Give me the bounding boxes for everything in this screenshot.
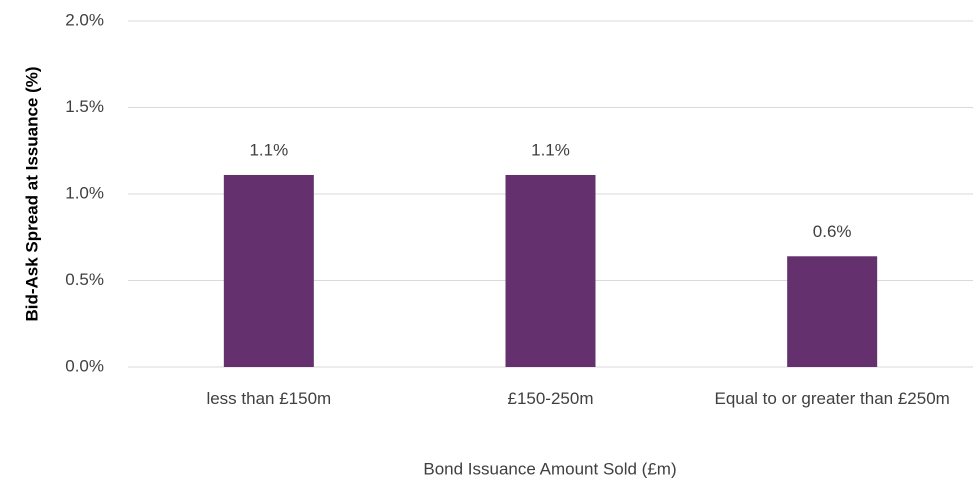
x-tick-label: £150-250m: [507, 389, 594, 408]
x-tick-label-box: Equal to or greater than £250m: [714, 389, 950, 408]
data-label: 1.1%: [249, 140, 288, 159]
x-tick-label: Equal to or greater than £250m: [714, 389, 950, 408]
bar: [787, 256, 878, 367]
y-tick-label: 2.0%: [65, 10, 104, 29]
y-tick-label: 1.5%: [65, 97, 104, 116]
y-axis-title: Bid-Ask Spread at Issuance (%): [22, 66, 41, 321]
bar: [223, 174, 314, 367]
y-tick-label: 0.5%: [65, 270, 104, 289]
data-label: 1.1%: [531, 140, 570, 159]
x-tick-label-box: less than £150m: [206, 389, 332, 408]
y-tick-label: 1.0%: [65, 183, 104, 202]
data-label: 0.6%: [813, 222, 852, 241]
y-tick-label: 0.0%: [65, 356, 104, 375]
x-tick-label: less than £150m: [206, 389, 332, 408]
x-tick-label-box: £150-250m: [507, 389, 594, 408]
x-axis-title: Bond Issuance Amount Sold (£m): [423, 459, 676, 478]
bar: [505, 174, 596, 367]
